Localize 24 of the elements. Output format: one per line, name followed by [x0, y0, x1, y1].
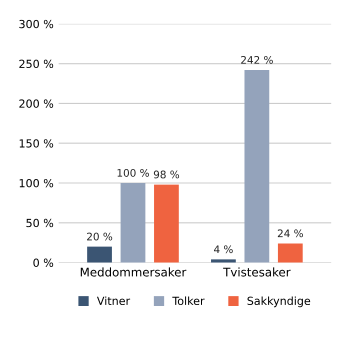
y-tick-label: 300 % [19, 20, 54, 28]
legend-label: Vitner [96, 296, 130, 306]
data-label: 20 % [87, 232, 112, 240]
data-label: 98 % [154, 170, 180, 178]
data-label: 100 % [118, 168, 149, 177]
bar [278, 243, 303, 263]
bar [87, 246, 112, 263]
y-tick-label: 50 % [26, 218, 54, 228]
legend-label: Tolker [172, 296, 205, 306]
bar [154, 184, 179, 263]
data-label: 24 % [278, 229, 303, 238]
bar [244, 70, 270, 263]
data-label: 242 % [241, 56, 273, 64]
y-tick-label: 250 % [19, 60, 54, 68]
bar [211, 259, 236, 263]
data-label: 4 % [214, 245, 233, 254]
legend-label: Sakkyndige [248, 296, 310, 308]
x-tick-label: Tvistesaker [223, 267, 291, 277]
y-tick-label: 100 % [20, 178, 54, 188]
x-tick-label: Meddommersaker [80, 267, 186, 277]
bar [120, 183, 146, 263]
y-tick-label: 0 % [33, 258, 54, 267]
y-tick-label: 150 % [20, 139, 54, 148]
y-tick-label: 200 % [19, 99, 54, 108]
